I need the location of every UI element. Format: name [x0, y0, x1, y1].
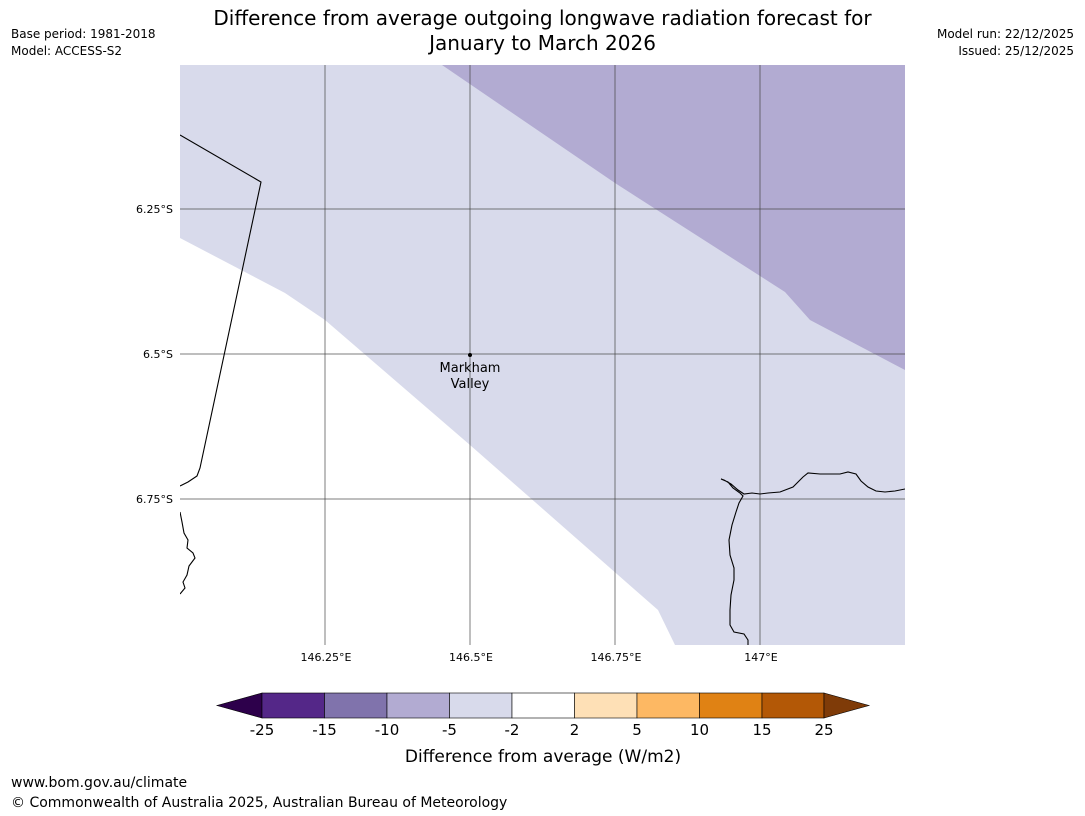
lon-label-146-75: 146.75°E	[591, 651, 642, 664]
colorbar-segment-3	[386, 692, 450, 719]
model-run-text: Model run: 22/12/2025	[936, 27, 1074, 41]
meta-right: Model run: 22/12/2025 Issued: 25/12/2025	[937, 26, 1074, 60]
colorbar-segment-1	[261, 692, 325, 719]
lon-label-146-5: 146.5°E	[449, 651, 493, 664]
province-boundary	[180, 134, 262, 487]
meta-left: Base period: 1981-2018 Model: ACCESS-S2	[11, 26, 156, 60]
colorbar-segment-7	[636, 692, 700, 719]
colorbar-tick-6: 5	[632, 721, 642, 739]
place-label-line-1: Markham	[440, 361, 501, 376]
colorbar-tick-9: 25	[814, 721, 833, 739]
colorbar	[215, 692, 871, 719]
colorbar-segment-2	[324, 692, 388, 719]
base-period-text: Base period: 1981-2018	[11, 27, 156, 41]
bom-url[interactable]: www.bom.gov.au/climate	[11, 775, 188, 791]
colorbar-tick-4: -2	[505, 721, 520, 739]
place-label-line-2: Valley	[451, 377, 490, 392]
colorbar-tick-2: -10	[375, 721, 400, 739]
colorbar-segment-9	[761, 692, 825, 719]
lat-label-6-25: 6.25°S	[136, 203, 173, 216]
coastline-west	[180, 511, 196, 595]
coastline-gulf	[720, 471, 905, 645]
lon-label-146-25: 146.25°E	[301, 651, 352, 664]
colorbar-segment-4	[449, 692, 513, 719]
markham-valley-marker	[468, 353, 472, 357]
colorbar-tick-3: -5	[442, 721, 457, 739]
issued-text: Issued: 25/12/2025	[958, 44, 1074, 58]
colorbar-segment-5	[511, 692, 575, 719]
page-title: Difference from average outgoing longwav…	[0, 6, 1085, 56]
lon-label-147: 147°E	[744, 651, 777, 664]
graticule	[180, 65, 905, 645]
colorbar-tick-5: 2	[570, 721, 580, 739]
colorbar-tick-0: -25	[250, 721, 275, 739]
colorbar-segment-8	[699, 692, 763, 719]
colorbar-tick-7: 10	[690, 721, 709, 739]
colorbar-arrow-low	[215, 692, 263, 719]
region-minus10-minus5	[442, 65, 905, 370]
boundaries	[180, 134, 905, 645]
colorbar-tick-8: 15	[752, 721, 771, 739]
lat-label-6-5: 6.5°S	[143, 348, 173, 361]
colorbar-label: Difference from average (W/m2)	[405, 747, 681, 767]
colorbar-arrow-high	[823, 692, 871, 719]
colorbar-tick-1: -15	[312, 721, 337, 739]
model-text: Model: ACCESS-S2	[11, 44, 123, 58]
title-line-2: January to March 2026	[429, 31, 656, 55]
title-line-1: Difference from average outgoing longwav…	[213, 6, 872, 30]
colorbar-segment-6	[574, 692, 638, 719]
copyright-text: © Commonwealth of Australia 2025, Austra…	[11, 795, 508, 811]
lat-label-6-75: 6.75°S	[136, 493, 173, 506]
